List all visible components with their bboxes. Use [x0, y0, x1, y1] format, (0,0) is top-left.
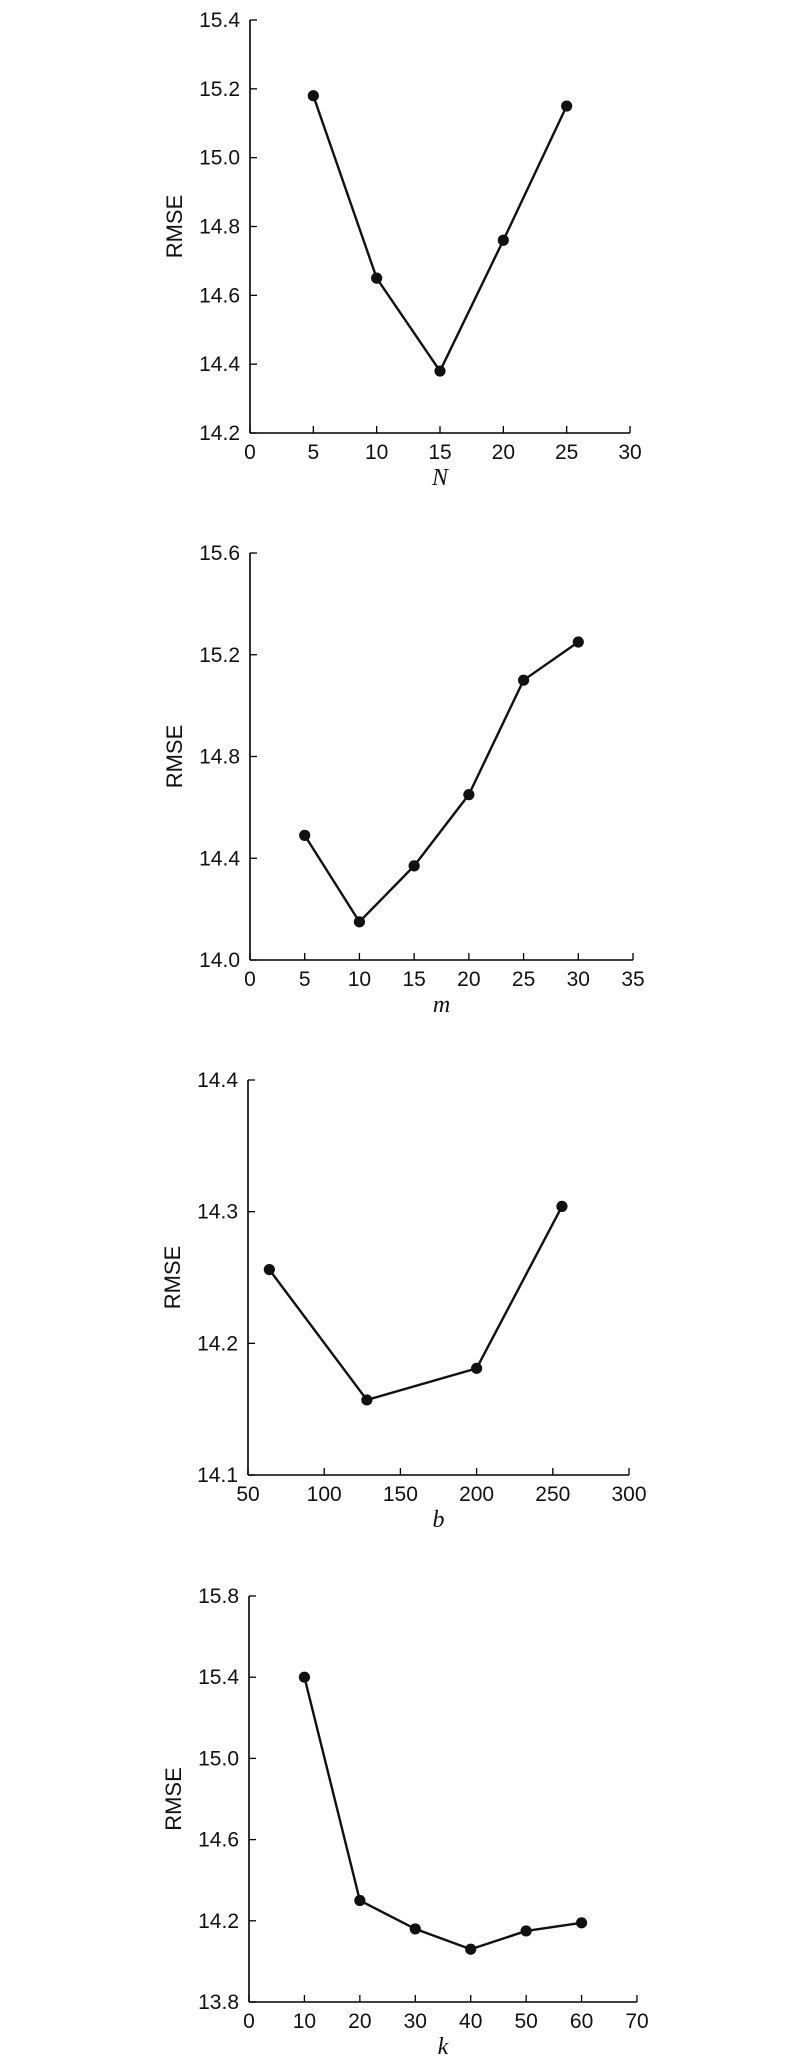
- y-tick-label: 14.4: [199, 847, 240, 870]
- data-point: [572, 636, 584, 648]
- data-point: [465, 1943, 477, 1955]
- x-tick-label: 300: [611, 1483, 646, 1506]
- x-tick-label: 15: [428, 441, 451, 464]
- y-tick-label: 13.8: [198, 1991, 239, 2014]
- x-tick-label: 5: [299, 968, 311, 991]
- y-tick-label: 14.6: [198, 1829, 239, 1852]
- x-axis-title: k: [438, 2034, 449, 2060]
- y-tick-label: 14.2: [198, 1910, 239, 1933]
- y-tick-label: 15.6: [199, 542, 240, 565]
- x-tick-label: 100: [307, 1483, 342, 1506]
- data-point: [556, 1200, 568, 1212]
- data-point: [361, 1394, 373, 1406]
- x-tick-label: 20: [492, 441, 515, 464]
- x-tick-label: 20: [348, 2010, 371, 2033]
- data-point: [409, 1923, 421, 1935]
- x-tick-label: 5: [307, 441, 319, 464]
- chart-panel-3: 14.1 14.2 14.3 14.4 50 100 150 200 250 300 RMSE b: [160, 1069, 647, 1533]
- y-tick-label: 15.0: [198, 1747, 239, 1770]
- x-tick-label: 10: [365, 441, 388, 464]
- y-tick-label: 14.8: [199, 216, 240, 239]
- x-tick-label: 30: [404, 2010, 427, 2033]
- x-tick-label: 10: [293, 2010, 316, 2033]
- x-tick-label: 0: [244, 441, 256, 464]
- x-tick-label: 30: [567, 968, 590, 991]
- y-axis-title: RMSE: [162, 725, 187, 789]
- y-axis-title: RMSE: [161, 1767, 186, 1831]
- y-axis-title: RMSE: [160, 1246, 185, 1310]
- data-point: [471, 1362, 483, 1374]
- y-tick-label: 14.4: [197, 1069, 238, 1092]
- x-tick-label: 0: [243, 2010, 255, 2033]
- x-tick-label: 150: [383, 1483, 418, 1506]
- x-tick-label: 30: [618, 441, 641, 464]
- y-tick-label: 14.8: [199, 746, 240, 769]
- y-axis-title: RMSE: [162, 195, 187, 259]
- x-tick-label: 25: [555, 441, 578, 464]
- x-tick-label: 70: [625, 2010, 648, 2033]
- series-line: [268, 1205, 564, 1402]
- series-line: [303, 641, 579, 924]
- y-tick-label: 15.0: [199, 147, 240, 170]
- data-point: [561, 100, 573, 112]
- chart-panel-1: 14.2 14.4 14.6 14.8 15.0 15.2 15.4 0 5 10 15 20 25 30…: [162, 9, 642, 491]
- x-axis-title: m: [433, 992, 450, 1018]
- x-tick-label: 200: [459, 1483, 494, 1506]
- y-tick-label: 14.6: [199, 284, 240, 307]
- y-tick-label: 14.3: [197, 1201, 238, 1224]
- x-axis-title: b: [433, 1507, 445, 1533]
- data-point: [575, 1917, 588, 1929]
- x-tick-label: 50: [236, 1483, 259, 1506]
- x-tick-label: 20: [457, 968, 480, 991]
- data-point: [299, 829, 311, 841]
- x-tick-label: 25: [512, 968, 535, 991]
- data-point: [263, 1264, 275, 1276]
- y-tick-label: 14.0: [199, 949, 240, 972]
- data-point: [353, 916, 366, 928]
- y-tick-label: 14.1: [197, 1464, 238, 1487]
- data-point: [517, 674, 530, 686]
- y-tick-label: 14.4: [199, 353, 240, 376]
- x-tick-label: 0: [244, 968, 256, 991]
- x-tick-label: 35: [621, 968, 644, 991]
- x-tick-label: 40: [459, 2010, 482, 2033]
- y-tick-label: 15.4: [198, 1666, 239, 1689]
- x-tick-label: 250: [535, 1483, 570, 1506]
- x-tick-label: 60: [570, 2010, 593, 2033]
- y-tick-label: 15.2: [199, 78, 240, 101]
- data-point: [434, 365, 446, 377]
- y-tick-label: 14.2: [199, 422, 240, 445]
- data-point: [371, 272, 383, 284]
- series-line: [312, 95, 568, 373]
- y-tick-label: 15.2: [199, 644, 240, 667]
- data-point: [298, 1671, 311, 1683]
- x-tick-label: 15: [402, 968, 425, 991]
- y-tick-label: 15.4: [199, 9, 240, 32]
- y-tick-label: 14.2: [197, 1332, 238, 1355]
- x-tick-label: 50: [514, 2010, 537, 2033]
- data-point: [463, 789, 475, 801]
- data-point: [307, 90, 319, 102]
- chart-panel-4: 13.8 14.2 14.6 15.0 15.4 15.8 0 10 20 30 40 50 60 70 R…: [161, 1585, 649, 2060]
- data-point: [497, 234, 509, 246]
- data-point: [408, 860, 420, 872]
- data-point: [354, 1894, 366, 1907]
- y-tick-label: 15.8: [198, 1585, 239, 1608]
- x-axis-title: N: [431, 465, 450, 491]
- chart-panel-2: 14.0 14.4 14.8 15.2 15.6 0 5 10 15 20 25 30 35 RMSE m: [162, 542, 645, 1018]
- x-tick-label: 10: [348, 968, 371, 991]
- data-point: [520, 1925, 532, 1937]
- series-line: [303, 1676, 582, 1951]
